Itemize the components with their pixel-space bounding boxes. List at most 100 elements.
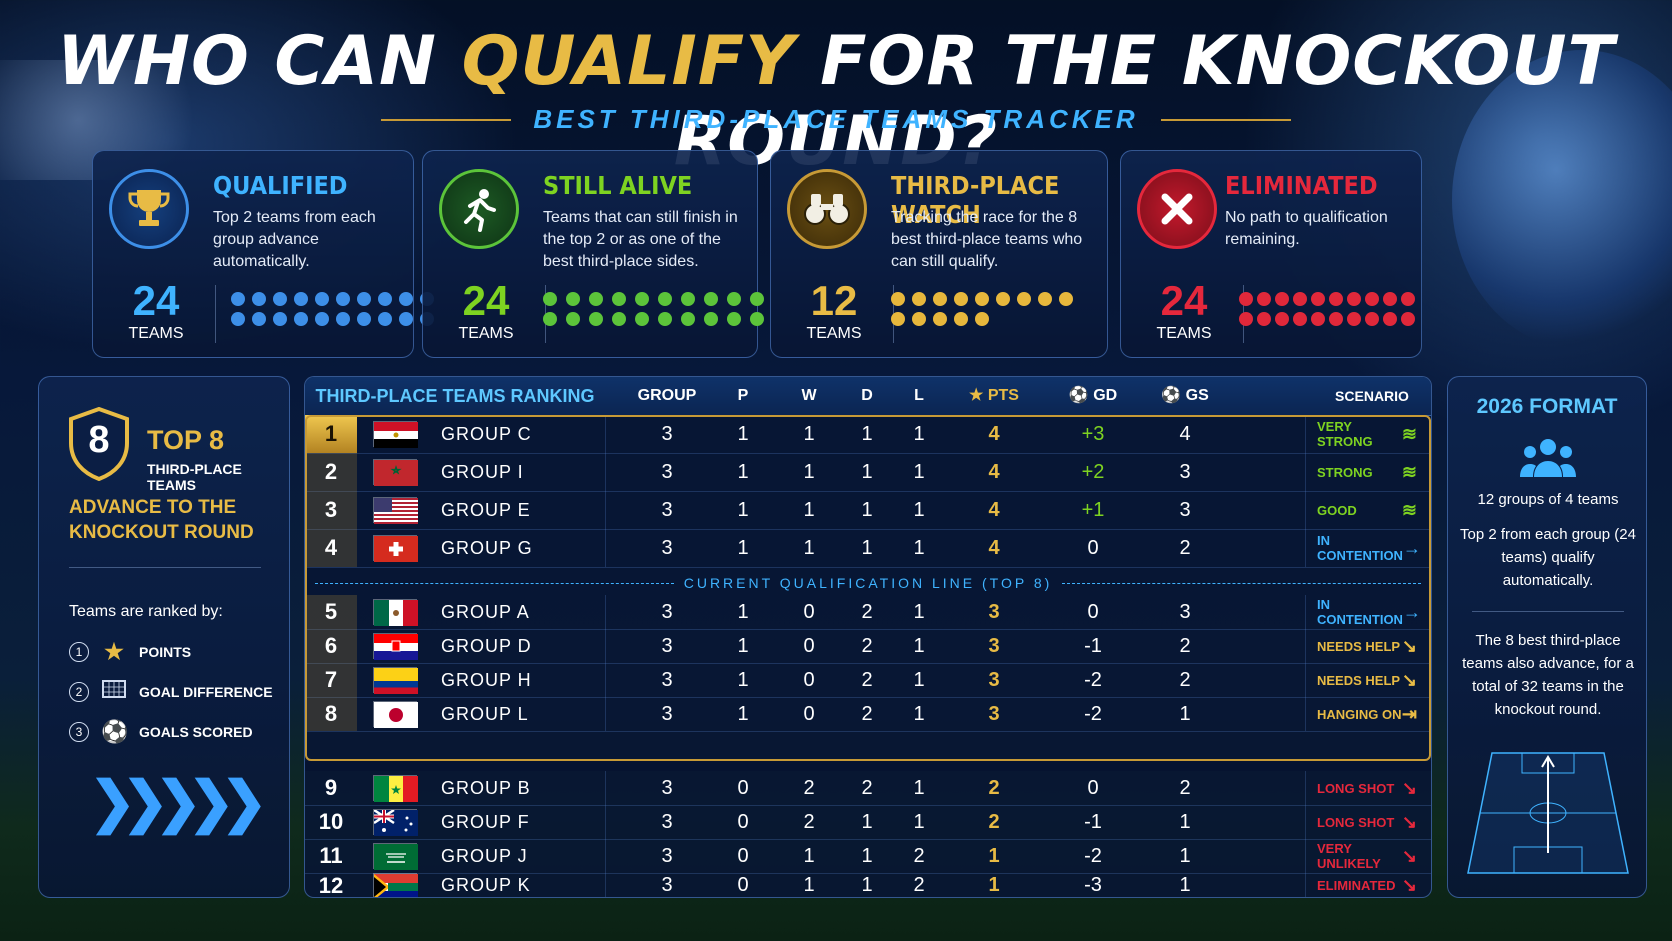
group-played-cell: 3 — [661, 776, 673, 799]
team-dot — [543, 292, 557, 306]
group-cell: GROUP J — [441, 845, 528, 866]
group-played-cell: 3 — [661, 498, 673, 521]
team-dot — [658, 292, 672, 306]
column-separator — [605, 595, 606, 629]
scenario-label: IN CONTENTION — [1317, 533, 1403, 563]
saudi-flag-icon — [373, 843, 418, 870]
table-header: THIRD-PLACE TEAMS RANKING GROUP P W D L … — [305, 377, 1431, 416]
table-row[interactable]: 3 GROUP E 3 1 1 1 1 4 +1 3 GOOD ≋ — [305, 491, 1431, 530]
table-row[interactable]: 6 GROUP D 3 1 0 2 1 3 -1 2 NEEDS HELP ↘ — [305, 629, 1431, 664]
criterion-label: GOAL DIFFERENCE — [139, 684, 273, 700]
team-dot — [1293, 292, 1307, 306]
column-separator — [605, 771, 606, 805]
drawn-cell: 1 — [861, 498, 873, 521]
eliminated-card[interactable]: ELIMINATED No path to qualification rema… — [1120, 150, 1422, 358]
team-dots — [543, 292, 767, 326]
column-separator — [1305, 629, 1306, 663]
table-row[interactable]: 5 GROUP A 3 1 0 2 1 3 0 3 IN CONTENTION → — [305, 595, 1431, 630]
soccer-ball-icon: ⚽ — [1068, 387, 1094, 404]
column-separator — [605, 415, 606, 453]
goal-difference-cell: +3 — [1081, 422, 1105, 445]
column-separator — [1305, 529, 1306, 567]
points-cell: 3 — [988, 600, 1000, 623]
lost-cell: 1 — [913, 634, 925, 657]
team-dot — [954, 292, 968, 306]
played-cell: 1 — [737, 536, 749, 559]
table-row[interactable]: 10 GROUP F 3 0 2 1 1 2 -1 1 LONG SHOT ↘ — [305, 805, 1431, 840]
column-separator — [605, 529, 606, 567]
format-line-2: Top 2 from each group (24 teams) qualify… — [1460, 526, 1636, 589]
scenario-label: LONG SHOT — [1317, 780, 1395, 796]
goal-difference-cell: +2 — [1081, 460, 1105, 483]
played-cell: 0 — [737, 874, 749, 896]
team-dot — [566, 292, 580, 306]
points-cell: 3 — [988, 668, 1000, 691]
page-title: WHO CAN QUALIFY FOR THE KNOCKOUT ROUND? — [0, 22, 1672, 182]
lost-cell: 2 — [913, 874, 925, 896]
group-played-cell: 3 — [661, 874, 673, 896]
criterion-goal-difference: 2 GOAL DIFFERENCE — [69, 679, 273, 705]
group-cell: GROUP I — [441, 461, 524, 482]
team-dots — [891, 292, 1074, 326]
top8-label: TOP 8 — [147, 425, 225, 455]
column-separator — [1305, 805, 1306, 839]
morocco-flag-icon — [373, 459, 418, 486]
qualified-card[interactable]: QUALIFIED Top 2 teams from each group ad… — [92, 150, 434, 358]
goal-net-icon — [101, 679, 127, 705]
table-row[interactable]: 12 GROUP K 3 0 1 1 2 1 -3 1 ELIMINATED ↘ — [305, 872, 1431, 897]
goals-scored-cell: 2 — [1179, 634, 1191, 657]
header-lost: L — [914, 387, 924, 404]
points-cell: 3 — [988, 634, 1000, 657]
top8-panel: 8 TOP 8 THIRD-PLACE TEAMS ADVANCE TO THE… — [38, 376, 290, 898]
scenario-cell: NEEDS HELP ↘ — [1317, 629, 1427, 663]
drawn-cell: 2 — [861, 668, 873, 691]
team-dot — [357, 312, 371, 326]
table-row[interactable]: 4 GROUP G 3 1 1 1 1 4 0 2 IN CONTENTION → — [305, 529, 1431, 568]
points-cell: 4 — [988, 536, 1000, 559]
team-dot — [1401, 292, 1415, 306]
column-separator — [1305, 491, 1306, 529]
column-separator — [605, 805, 606, 839]
goals-scored-cell: 3 — [1179, 600, 1191, 623]
column-separator — [1305, 415, 1306, 453]
scenario-arrow-icon: → — [1402, 601, 1421, 622]
group-played-cell: 3 — [661, 668, 673, 691]
table-row[interactable]: 11 GROUP J 3 0 1 1 2 1 -2 1 VERY UNLIKELY ↘ — [305, 839, 1431, 874]
goals-scored-cell: 4 — [1179, 422, 1191, 445]
scenario-label: VERY STRONG — [1317, 419, 1373, 449]
scenario-label: HANGING ON — [1317, 706, 1402, 722]
team-dot — [635, 292, 649, 306]
goal-difference-cell: -2 — [1084, 702, 1102, 725]
rank-cell: 2 — [305, 453, 357, 491]
team-dot — [1311, 312, 1325, 326]
switzerland-flag-icon — [373, 535, 418, 562]
team-dot — [357, 292, 371, 306]
header-drawn: D — [861, 387, 873, 404]
group-played-cell: 3 — [661, 702, 673, 725]
team-dot — [933, 312, 947, 326]
group-cell: GROUP F — [441, 811, 530, 832]
croatia-flag-icon — [373, 633, 418, 660]
team-dot — [658, 312, 672, 326]
header-scenario: SCENARIO — [1335, 388, 1409, 404]
still-alive-card[interactable]: STILL ALIVE Teams that can still finish … — [422, 150, 764, 358]
third-place-watch-card[interactable]: THIRD-PLACE WATCH Tracking the race for … — [770, 150, 1108, 358]
scenario-arrow-icon: ≋ — [1401, 461, 1417, 482]
team-dot — [912, 312, 926, 326]
scenario-arrow-icon: ↘ — [1401, 669, 1417, 690]
team-dots — [1239, 292, 1416, 326]
table-row[interactable]: 8 GROUP L 3 1 0 2 1 3 -2 1 HANGING ON ⇥ — [305, 697, 1431, 732]
table-row[interactable]: 7 GROUP H 3 1 0 2 1 3 -2 2 NEEDS HELP ↘ — [305, 663, 1431, 698]
table-row[interactable]: 2 GROUP I 3 1 1 1 1 4 +2 3 STRONG ≋ — [305, 453, 1431, 492]
goal-difference-cell: 0 — [1087, 600, 1099, 623]
column-separator — [605, 873, 606, 897]
played-cell: 1 — [737, 422, 749, 445]
points-cell: 3 — [988, 702, 1000, 725]
group-cell: GROUP B — [441, 777, 531, 798]
column-separator — [1305, 771, 1306, 805]
won-cell: 1 — [803, 844, 815, 867]
points-cell: 4 — [988, 422, 1000, 445]
table-row[interactable]: 1 GROUP C 3 1 1 1 1 4 +3 4 VERY STRONG ≋ — [305, 415, 1431, 454]
played-cell: 1 — [737, 634, 749, 657]
table-row[interactable]: 9 GROUP B 3 0 2 2 1 2 0 2 LONG SHOT ↘ — [305, 771, 1431, 806]
